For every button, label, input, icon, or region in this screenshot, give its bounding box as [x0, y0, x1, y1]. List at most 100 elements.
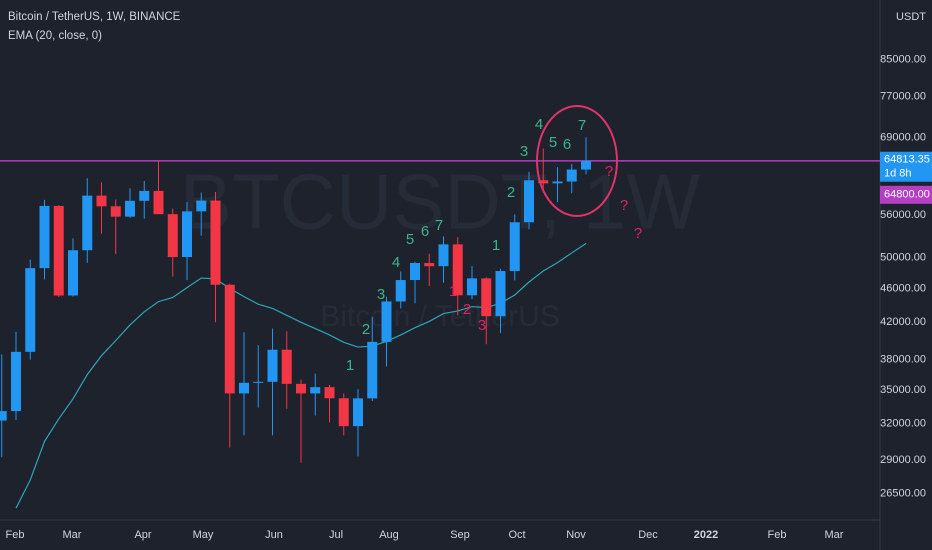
countdown-label: 1d 8h [884, 168, 912, 180]
y-tick-label: 46000.00 [880, 282, 926, 294]
level-label: 64800.00 [884, 189, 930, 201]
highlight-circle [536, 105, 618, 217]
x-tick-label: Jul [329, 529, 343, 541]
y-tick-label: 32000.00 [880, 417, 926, 429]
last-price-label: 64813.35 [884, 154, 930, 166]
annotation: ? [605, 163, 613, 180]
y-tick-label: 38000.00 [880, 353, 926, 365]
x-tick-label: Nov [566, 529, 586, 541]
annotation: 4 [535, 116, 543, 133]
candle-body [210, 200, 221, 285]
y-tick-label: 42000.00 [880, 316, 926, 328]
x-tick-label: 2022 [694, 529, 718, 541]
annotation: 3 [520, 143, 528, 160]
annotation: 5 [549, 134, 557, 151]
y-tick-label: 69000.00 [880, 131, 926, 143]
currency-label: USDT [896, 11, 926, 23]
watermark-subtitle: Bitcoin / TetherUS [320, 300, 560, 333]
candle-body [353, 398, 363, 427]
annotation: 2 [507, 184, 515, 201]
candle-body [524, 180, 534, 223]
candle-body [395, 280, 406, 302]
annotation: 5 [406, 231, 414, 248]
annotation: 6 [421, 223, 429, 240]
candle-body [68, 250, 78, 296]
candle-body [581, 160, 591, 170]
candle-body [495, 271, 506, 317]
indicator-label: EMA (20, close, 0) [8, 30, 102, 42]
annotation: 1 [449, 283, 457, 300]
x-tick-label: Mar [63, 529, 82, 541]
x-tick-label: Aug [379, 529, 399, 541]
candle-body [338, 398, 349, 427]
candle-body [367, 341, 378, 399]
candle-body [125, 200, 135, 217]
candle-body [139, 190, 150, 201]
y-tick-label: 56000.00 [880, 209, 926, 221]
candle-body [182, 211, 192, 258]
candle-body [438, 244, 449, 267]
watermark: BTCUSDT, 1W Bitcoin / TetherUS [180, 158, 700, 333]
annotation: 3 [377, 286, 385, 303]
candle-body [452, 244, 463, 296]
annotation: 4 [392, 254, 400, 271]
candle-body [552, 181, 563, 184]
y-tick-label: 85000.00 [880, 54, 926, 66]
candle-body [11, 351, 21, 412]
candle-body [481, 278, 492, 317]
x-tick-label: May [193, 529, 214, 541]
candle-body [538, 180, 549, 184]
x-tick-label: Oct [508, 529, 525, 541]
x-tick-label: Apr [134, 529, 151, 541]
x-tick-label: Jun [265, 529, 283, 541]
candle-body [509, 222, 520, 272]
y-tick-label: 35000.00 [880, 384, 926, 396]
annotation: 7 [578, 117, 586, 134]
x-tick-label: Sep [450, 529, 470, 541]
annotation: 1 [346, 357, 354, 374]
candle-body [381, 301, 392, 342]
y-tick-label: 77000.00 [880, 90, 926, 102]
candle-body [153, 190, 164, 215]
candle-body [281, 349, 292, 384]
annotation: 2 [463, 301, 471, 318]
candle-body [239, 382, 249, 394]
y-tick-label: 50000.00 [880, 251, 926, 263]
candle-body [467, 278, 477, 296]
candle-body [410, 263, 420, 281]
y-tick-label: 26500.00 [880, 488, 926, 500]
annotation: 7 [435, 217, 443, 234]
annotation: 2 [362, 321, 370, 338]
annotation: 6 [563, 136, 571, 153]
candle-body [324, 387, 335, 399]
candle-body [224, 284, 235, 394]
candle-body [566, 169, 577, 182]
candle-body [25, 268, 36, 352]
x-tick-label: Feb [6, 529, 25, 541]
candle-body [267, 349, 278, 382]
candle-body [0, 411, 7, 421]
candle-body [53, 205, 64, 296]
watermark-title: BTCUSDT, 1W [180, 158, 700, 246]
x-tick-label: Mar [825, 529, 844, 541]
candle-body [310, 387, 321, 394]
x-tick-label: Dec [638, 529, 658, 541]
y-tick-label: 29000.00 [880, 454, 926, 466]
candle-body [253, 381, 264, 383]
annotation: ? [634, 225, 642, 242]
candle-body [167, 214, 178, 258]
candle-body [82, 195, 93, 251]
x-tick-label: Feb [768, 529, 787, 541]
annotation: 1 [492, 237, 500, 254]
candle-body [39, 205, 50, 269]
candle-body [96, 195, 107, 207]
annotation: 3 [478, 317, 486, 334]
candle-body [196, 200, 207, 212]
candle-body [110, 206, 121, 217]
candle-body [424, 263, 435, 267]
level-box [880, 185, 932, 204]
annotation: ? [620, 197, 628, 214]
